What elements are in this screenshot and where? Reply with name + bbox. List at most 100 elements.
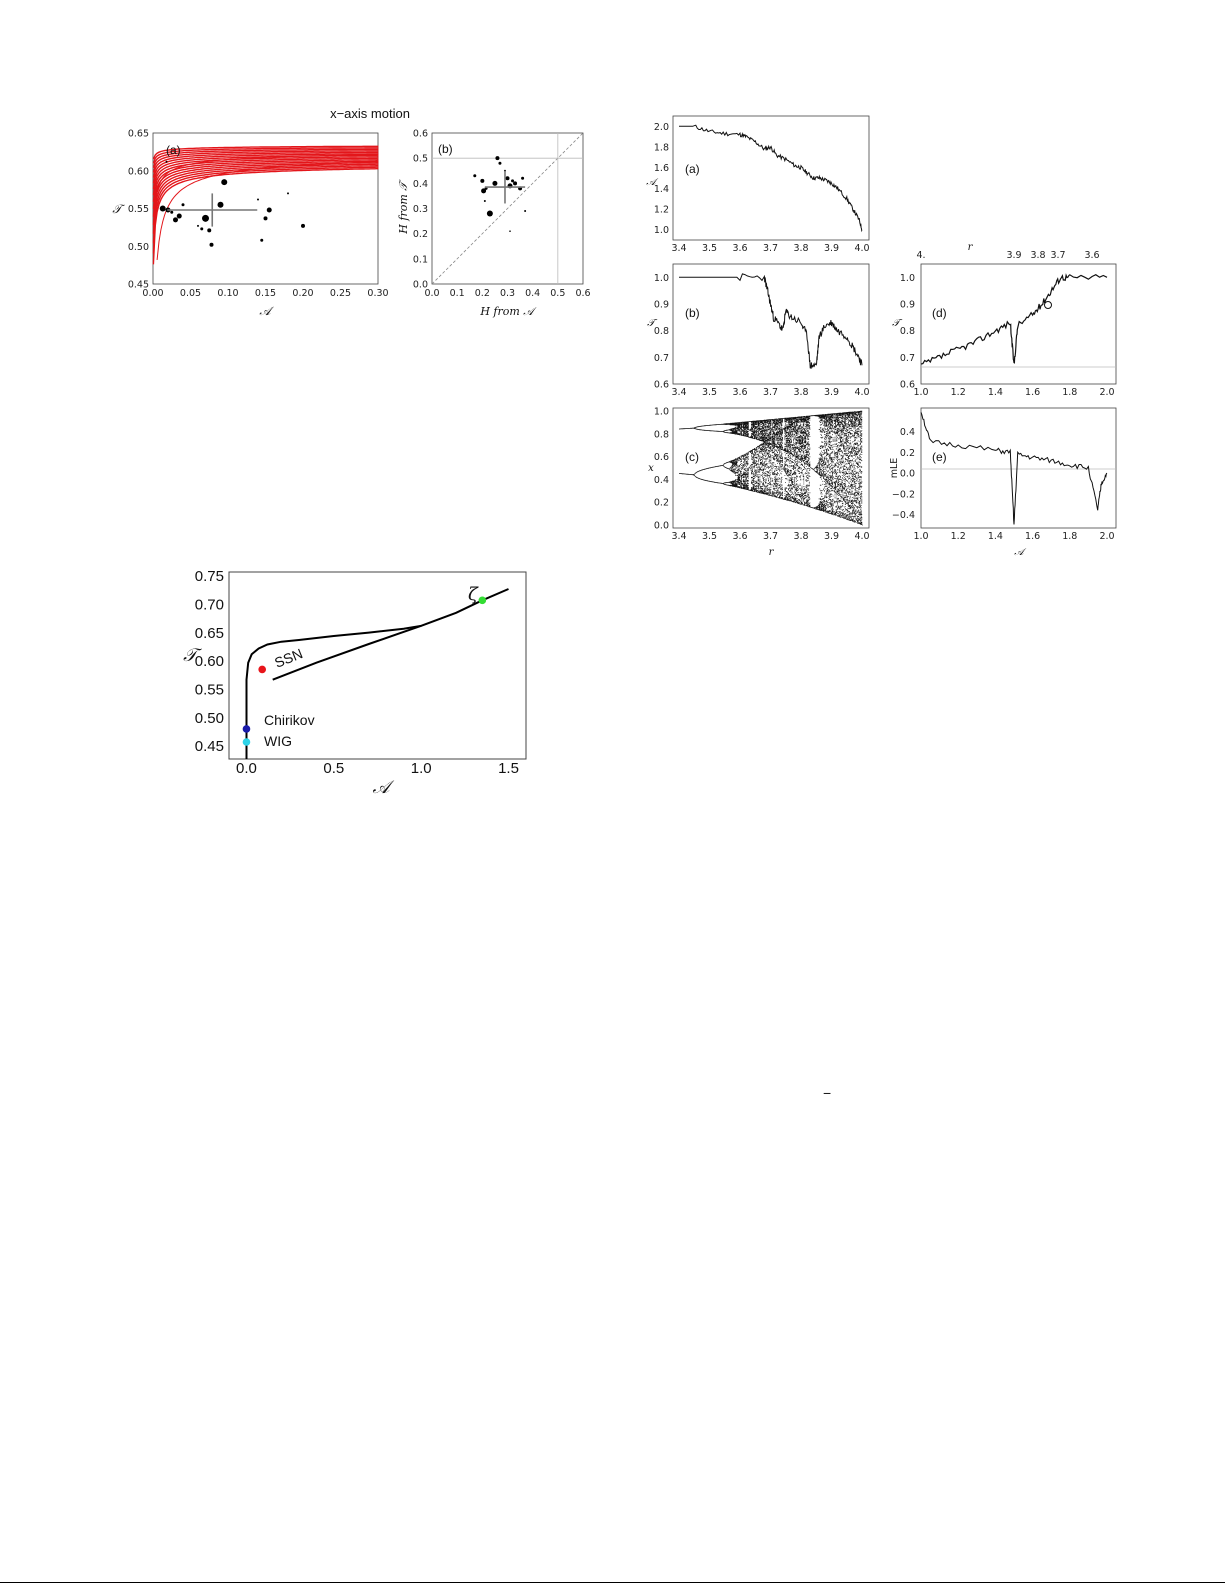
- x-tick-label: 0.00: [142, 288, 163, 299]
- x-tick-label: 0.20: [292, 288, 313, 299]
- y-tick-label: 0.5: [413, 154, 428, 165]
- series-line: [920, 412, 1108, 525]
- panel-label: (d): [932, 306, 947, 320]
- data-point: [217, 201, 224, 208]
- data-point: [473, 174, 477, 178]
- x-tick-label: 1.5: [498, 760, 519, 777]
- upper-branch-curve: [245, 624, 422, 759]
- x-tick-label: 3.9: [824, 387, 839, 398]
- x-axis-label: 𝒜: [259, 304, 274, 318]
- figure1-panel-a: (a) 0.00 0.05 0.10 0.15 0.20 0.25 0.30 0.45 0.5…: [112, 129, 388, 319]
- series-line: [679, 124, 863, 233]
- data-point: [197, 224, 199, 227]
- data-point: [176, 213, 182, 219]
- figure2-panel-e: (e) mLE 𝒜 1.0 1.2 1.4 1.6 1.8 2.0 −0.4 −0.2 0.0…: [889, 407, 1117, 558]
- x-tick-label: 0.2: [475, 288, 490, 299]
- x-tick-label: 0.30: [367, 288, 388, 299]
- top-tick-label: 3.7: [1050, 250, 1065, 261]
- y-tick-label: 0.0: [413, 280, 428, 291]
- x-axis-label: 𝒜: [1014, 547, 1027, 558]
- red-curve: [152, 148, 379, 168]
- data-point: [221, 179, 228, 186]
- bifurcation-dots: [679, 410, 863, 526]
- data-point: [209, 242, 214, 247]
- x-tick-label: 0.5: [550, 288, 565, 299]
- data-point: [505, 176, 510, 181]
- y-tick-label: 0.4: [654, 475, 669, 486]
- data-point: [263, 216, 268, 221]
- series-line: [679, 273, 863, 370]
- y-tick-label: 0.2: [413, 229, 428, 240]
- chirikov-annotation: Chirikov: [264, 712, 315, 728]
- top-axis-label: r: [968, 242, 974, 253]
- ssn-annotation: SSN: [272, 645, 305, 671]
- y-tick-label: 0.65: [195, 625, 224, 642]
- x-tick-labels: 3.4 3.5 3.6 3.7 3.8 3.9 4.0: [671, 531, 869, 542]
- y-tick-label: 0.65: [128, 129, 149, 140]
- y-tick-label: 1.4: [654, 184, 669, 195]
- x-tick-label: 0.0: [424, 288, 439, 299]
- x-tick-label: 1.2: [951, 531, 966, 542]
- y-tick-label: 0.55: [128, 204, 149, 215]
- y-tick-label: 0.50: [195, 710, 224, 727]
- y-tick-labels: 0.6 0.7 0.8 0.9 1.0: [654, 273, 669, 391]
- data-point: [480, 178, 485, 183]
- y-tick-label: 0.8: [900, 326, 915, 337]
- data-point: [266, 207, 272, 213]
- y-tick-label: 0.7: [654, 353, 669, 364]
- data-point: [257, 198, 259, 201]
- red-curve: [152, 159, 379, 210]
- y-axis-label: 𝒜: [646, 177, 659, 188]
- data-point: [200, 227, 204, 231]
- figure2-panel-a: (a) 𝒜 3.4 3.5 3.6 3.7 3.8 3.9 4.0 1.0 1.2 1.4 1.6…: [646, 115, 870, 254]
- panel-label: (a): [685, 162, 700, 176]
- y-tick-label: 0.70: [195, 597, 224, 614]
- red-curve-family: [152, 145, 379, 265]
- data-point: [170, 210, 174, 214]
- y-tick-label: 0.0: [900, 469, 915, 480]
- x-tick-labels: 1.0 1.2 1.4 1.6 1.8 2.0: [913, 531, 1114, 542]
- y-tick-label: 1.0: [654, 407, 669, 418]
- x-tick-label: 1.4: [988, 387, 1003, 398]
- y-tick-label: 0.9: [654, 300, 669, 311]
- diagonal-line: [431, 132, 584, 285]
- x-tick-label: 1.6: [1025, 387, 1040, 398]
- y-axis-label: mLE: [889, 458, 900, 479]
- red-curve: [152, 150, 379, 173]
- y-tick-label: 0.6: [654, 452, 669, 463]
- x-tick-label: 1.0: [411, 760, 432, 777]
- y-tick-label: 0.6: [413, 129, 428, 140]
- red-curve: [152, 163, 379, 234]
- data-point: [486, 210, 493, 217]
- x-tick-label: 2.0: [1099, 531, 1114, 542]
- zeta-annotation: ζ: [468, 584, 479, 605]
- red-curve: [152, 147, 379, 164]
- data-point: [511, 179, 515, 183]
- red-curve: [152, 151, 379, 178]
- mean-crosshair: [484, 170, 526, 204]
- data-point: [260, 238, 264, 242]
- y-tick-label: 0.7: [900, 353, 915, 364]
- y-axis-label: x: [648, 463, 654, 474]
- x-tick-label: 0.25: [330, 288, 351, 299]
- plot-frame: [672, 115, 870, 241]
- y-axis-label: H from 𝒯: [397, 179, 410, 235]
- panel-label: (b): [438, 142, 453, 156]
- y-tick-label: 1.0: [654, 225, 669, 236]
- data-point: [207, 228, 212, 233]
- x-tick-label: 0.3: [500, 288, 515, 299]
- marker-circle: [1044, 301, 1052, 309]
- x-tick-label: 0.05: [180, 288, 201, 299]
- y-tick-label: 0.60: [195, 653, 224, 670]
- data-point: [173, 217, 178, 223]
- data-point: [287, 192, 289, 195]
- x-tick-label: 3.6: [732, 387, 747, 398]
- x-tick-label: 0.1: [450, 288, 465, 299]
- data-point: [181, 203, 185, 207]
- red-curve: [152, 167, 379, 265]
- y-tick-labels: 0.0 0.1 0.2 0.3 0.4 0.5 0.6: [413, 129, 428, 291]
- data-point: [513, 181, 518, 186]
- figure3-plot: SSN Chirikov WIG ζ 0.0 0.5 1.0 1.5 0.45 0.50…: [183, 568, 527, 798]
- x-tick-label: 3.9: [824, 243, 839, 254]
